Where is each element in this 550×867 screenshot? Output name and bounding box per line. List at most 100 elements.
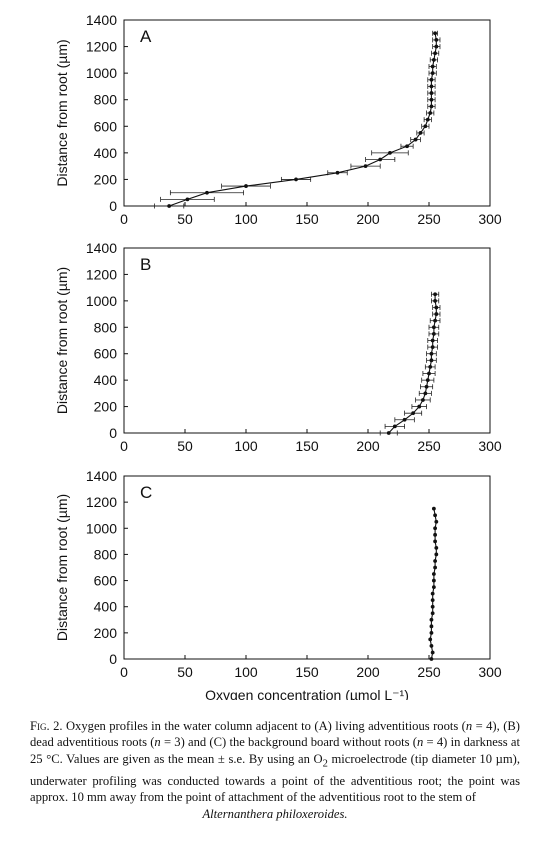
x-tick-label: 150 xyxy=(295,664,319,680)
data-point xyxy=(411,411,416,416)
chart-panel-c: 0 50 100 150 200 250 300 0 200 400 600 800 1000 1200 1… xyxy=(54,468,502,700)
data-point xyxy=(417,404,422,409)
y-axis-label: Distance from root (µm) xyxy=(54,494,70,641)
data-point xyxy=(433,51,437,56)
x-axis-label: Oxygen concentration (µmol L⁻¹) xyxy=(205,687,409,700)
x-tick-label: 0 xyxy=(120,664,128,680)
data-point xyxy=(429,624,434,629)
data-point xyxy=(335,170,340,175)
panel-label: A xyxy=(140,27,152,46)
data-point xyxy=(433,31,437,36)
x-tick-label: 250 xyxy=(417,438,441,454)
chart-panel-b: 0 50 100 150 200 250 300 0 200 400 600 800 1000 1200 1… xyxy=(54,240,502,454)
data-point xyxy=(428,365,433,369)
x-tick-label: 300 xyxy=(478,438,502,454)
x-tick-label: 300 xyxy=(478,664,502,680)
caption-label: Fig. 2. xyxy=(30,719,63,733)
data-point xyxy=(429,91,434,95)
data-point xyxy=(433,292,437,297)
chart-panel-a: 0 50 100 150 200 250 300 0 200 400 600 800 1000 1200 1… xyxy=(54,12,502,227)
y-tick-label: 0 xyxy=(109,651,117,667)
data-point xyxy=(405,144,409,149)
data-point xyxy=(429,77,434,82)
data-point xyxy=(431,506,436,511)
data-point xyxy=(434,552,439,557)
y-tick-label: 800 xyxy=(94,319,118,335)
y-tick-label: 800 xyxy=(94,92,118,108)
data-point xyxy=(434,519,439,524)
data-point xyxy=(431,572,436,576)
data-point xyxy=(392,424,397,429)
x-tick-label: 0 xyxy=(120,211,128,227)
caption-n: n xyxy=(154,735,161,750)
caption-text: = 4) in darkness at 25 °C. Values are gi… xyxy=(30,735,520,766)
x-tick-label: 0 xyxy=(120,438,128,454)
data-point xyxy=(421,398,425,402)
data-point xyxy=(434,312,439,316)
x-tick-label: 250 xyxy=(417,664,441,680)
caption-species: Alternanthera philoxeroides. xyxy=(202,806,348,821)
y-tick-label: 1400 xyxy=(86,240,117,256)
data-point xyxy=(418,131,423,135)
x-tick-label: 200 xyxy=(356,211,380,227)
x-tick-label: 50 xyxy=(177,211,193,227)
y-tick-label: 1200 xyxy=(86,39,117,55)
panel-label: B xyxy=(140,255,151,274)
data-point xyxy=(430,345,435,350)
data-point xyxy=(429,657,434,661)
y-tick-label: 400 xyxy=(94,145,118,161)
y-tick-label: 200 xyxy=(94,171,118,187)
y-tick-label: 200 xyxy=(94,625,118,641)
data-point xyxy=(429,358,434,363)
data-point xyxy=(205,190,209,195)
data-point xyxy=(433,559,437,563)
y-tick-label: 1200 xyxy=(86,266,117,282)
data-point xyxy=(244,184,248,188)
data-point xyxy=(433,532,437,537)
data-point xyxy=(423,391,428,396)
caption-n: n xyxy=(416,735,424,750)
profile-line xyxy=(429,508,437,660)
data-point xyxy=(413,137,418,142)
data-point xyxy=(430,598,435,603)
data-point xyxy=(429,84,434,89)
data-point xyxy=(434,545,439,550)
data-point xyxy=(386,431,391,435)
x-tick-label: 100 xyxy=(234,211,258,227)
data-point xyxy=(433,565,437,570)
data-point xyxy=(294,177,298,182)
data-point xyxy=(433,298,437,303)
data-point xyxy=(430,338,435,343)
data-point xyxy=(388,150,392,155)
data-point xyxy=(430,604,435,609)
x-tick-label: 50 xyxy=(177,438,193,454)
y-tick-label: 600 xyxy=(94,118,118,134)
x-tick-label: 300 xyxy=(478,211,502,227)
data-point xyxy=(433,318,437,323)
x-tick-label: 100 xyxy=(234,664,258,680)
data-point xyxy=(423,124,428,129)
y-tick-label: 1200 xyxy=(86,494,117,510)
data-point xyxy=(425,117,430,122)
x-tick-label: 50 xyxy=(177,664,193,680)
y-tick-label: 1000 xyxy=(86,65,117,81)
data-point xyxy=(428,111,433,115)
data-point xyxy=(425,378,430,383)
data-point xyxy=(427,371,431,376)
y-tick-label: 600 xyxy=(94,346,118,362)
caption-text: = 4), (B) dead adventitious roots ( xyxy=(30,719,520,750)
y-tick-label: 200 xyxy=(94,399,118,415)
data-point xyxy=(428,637,433,642)
x-tick-label: 150 xyxy=(295,438,319,454)
data-point xyxy=(431,331,436,336)
y-tick-label: 400 xyxy=(94,599,118,615)
data-point xyxy=(429,644,434,648)
data-point xyxy=(431,57,436,62)
y-tick-label: 0 xyxy=(109,425,117,441)
x-tick-label: 200 xyxy=(356,438,380,454)
y-tick-label: 1400 xyxy=(86,468,117,484)
data-point xyxy=(434,305,439,310)
caption-text: microelectrode (tip diameter 10 µm), und… xyxy=(30,751,520,805)
data-point xyxy=(430,611,435,616)
figure: 0 50 100 150 200 250 3000200400600800100012001… xyxy=(54,12,502,700)
